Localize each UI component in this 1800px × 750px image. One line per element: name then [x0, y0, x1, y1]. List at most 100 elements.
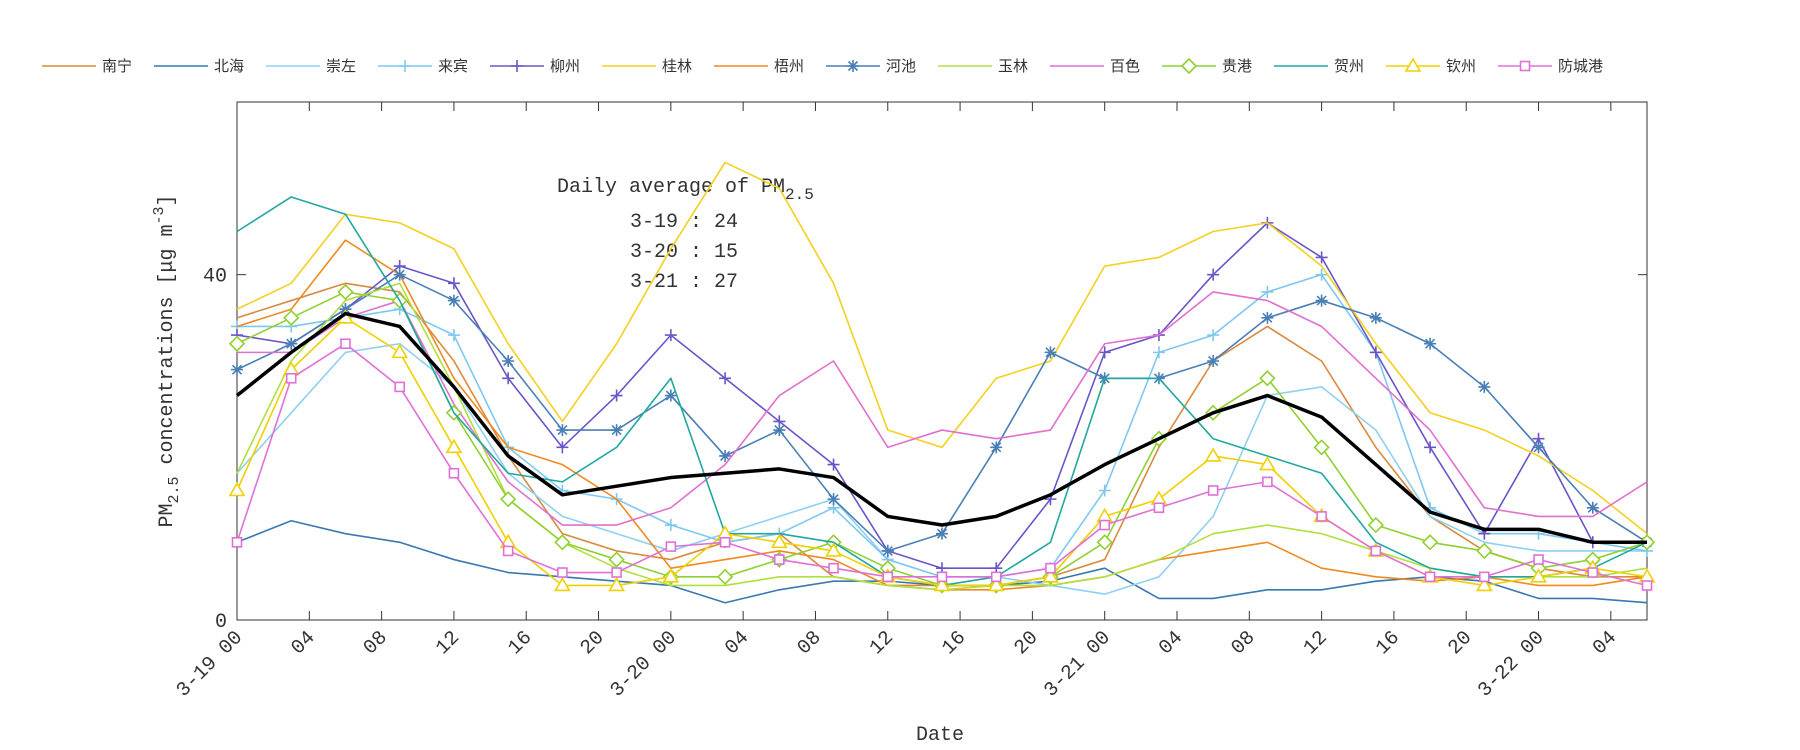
- marker: [556, 424, 569, 437]
- marker: [1586, 501, 1599, 514]
- series-line: [237, 291, 1648, 526]
- marker: [445, 438, 463, 454]
- marker: [1098, 346, 1111, 359]
- y-label-sup: -3: [151, 206, 168, 224]
- marker: [1475, 576, 1493, 592]
- marker: [1316, 511, 1327, 522]
- marker: [774, 554, 785, 565]
- x-tick-label: 3-21 00: [1040, 627, 1116, 703]
- marker: [827, 458, 840, 471]
- marker: [1262, 476, 1273, 488]
- legend-label: 北海: [214, 57, 244, 75]
- marker: [716, 568, 734, 585]
- x-tick-label: 12: [1299, 627, 1332, 660]
- x-tick-label: 3-19 00: [172, 627, 248, 703]
- marker: [391, 343, 409, 359]
- marker: [1587, 567, 1599, 578]
- x-tick-label: 16: [1372, 627, 1405, 660]
- marker: [231, 536, 243, 548]
- marker: [447, 294, 460, 307]
- x-tick-label: 12: [865, 627, 898, 660]
- marker: [665, 541, 677, 552]
- marker: [285, 337, 298, 350]
- marker: [1204, 447, 1222, 462]
- marker: [1045, 562, 1056, 574]
- legend-label: 南宁: [102, 57, 132, 75]
- marker: [394, 381, 405, 393]
- legend-label: 百色: [1110, 57, 1140, 75]
- marker: [827, 493, 840, 506]
- marker: [502, 355, 515, 367]
- marker: [1530, 568, 1547, 583]
- marker: [987, 576, 1005, 592]
- marker: [1258, 456, 1276, 471]
- marker: [231, 363, 243, 376]
- marker: [936, 527, 948, 540]
- marker: [719, 536, 731, 548]
- marker: [1099, 519, 1110, 531]
- marker: [447, 277, 460, 290]
- marker: [502, 372, 515, 385]
- marker: [511, 60, 523, 72]
- marker: [448, 467, 460, 479]
- x-axis-label: Date: [916, 724, 964, 747]
- marker: [881, 544, 894, 557]
- marker: [882, 571, 894, 583]
- marker: [1098, 484, 1111, 497]
- x-tick-label: 16: [938, 627, 971, 660]
- x-tick-label: 20: [576, 627, 609, 660]
- marker: [1367, 516, 1384, 534]
- marker: [1370, 545, 1382, 557]
- marker: [228, 481, 246, 497]
- marker: [499, 533, 517, 549]
- marker: [1424, 441, 1437, 454]
- legend-label: 来宾: [438, 57, 468, 75]
- marker: [1152, 346, 1165, 359]
- marker: [1424, 337, 1437, 350]
- marker: [664, 329, 677, 342]
- series-line: [235, 311, 1647, 545]
- marker: [1207, 485, 1219, 496]
- marker: [825, 542, 842, 557]
- legend-label: 贺州: [1334, 57, 1364, 75]
- x-tick-label: 20: [1010, 627, 1043, 660]
- marker: [770, 533, 788, 549]
- marker: [1404, 57, 1422, 72]
- marker: [1315, 294, 1328, 307]
- series-line: [236, 161, 1648, 535]
- annotation-text: Daily average of PM: [557, 176, 785, 199]
- marker: [828, 562, 839, 574]
- marker: [719, 449, 732, 462]
- series-line: [236, 222, 1647, 569]
- y-label-sub: 2.5: [166, 477, 183, 504]
- marker: [990, 571, 1002, 583]
- legend-label: 崇左: [326, 57, 356, 75]
- x-tick-label: 04: [1155, 627, 1188, 660]
- marker: [719, 372, 732, 385]
- x-tick-label: 08: [359, 627, 392, 660]
- marker: [447, 329, 460, 342]
- marker: [1207, 329, 1220, 342]
- marker: [1259, 370, 1276, 387]
- marker: [1476, 542, 1493, 560]
- marker: [1180, 57, 1198, 75]
- marker: [990, 441, 1003, 454]
- marker: [608, 551, 625, 568]
- legend-label: 梧州: [774, 57, 804, 75]
- legend-label: 桂林: [662, 57, 692, 75]
- legend-label: 钦州: [1446, 57, 1476, 75]
- annotation-line: 3-21 : 27: [630, 271, 738, 294]
- marker: [1532, 441, 1545, 454]
- marker: [337, 283, 354, 301]
- marker: [283, 309, 300, 326]
- y-label-part: concentrations [μg m: [156, 224, 179, 476]
- marker: [610, 389, 623, 402]
- x-tick-label: 3-20 00: [606, 627, 682, 703]
- y-tick-label: 0: [215, 611, 227, 634]
- marker: [1207, 355, 1220, 367]
- y-label-part: ]: [156, 194, 179, 206]
- marker: [847, 60, 859, 72]
- marker: [557, 567, 568, 578]
- legend-label: 柳州: [550, 57, 580, 75]
